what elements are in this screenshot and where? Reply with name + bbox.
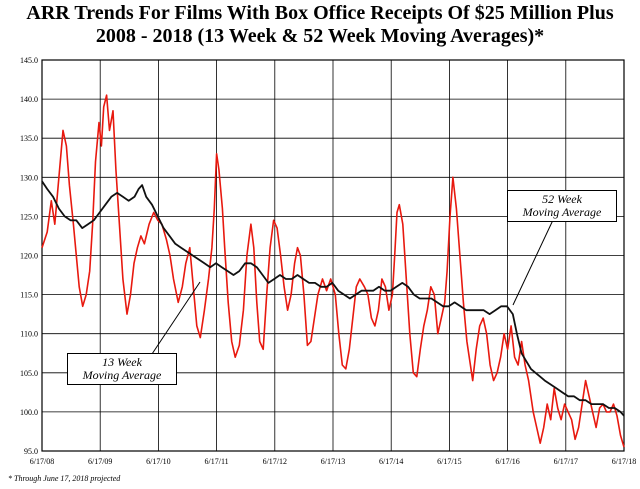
x-tick-label: 6/17/13 <box>321 457 345 466</box>
chart-title-line-1: ARR Trends For Films With Box Office Rec… <box>26 2 614 24</box>
y-tick-label: 130.0 <box>20 173 38 182</box>
annotation-13-pointer <box>151 281 201 355</box>
x-tick-label: 6/17/18 <box>612 457 636 466</box>
annotation-52-week: 52 Week Moving Average <box>507 190 617 222</box>
annotation-13-line-1: 13 Week <box>102 355 142 369</box>
y-tick-label: 125.0 <box>20 212 38 221</box>
chart-title: ARR Trends For Films With Box Office Rec… <box>0 2 640 48</box>
x-tick-label: 6/17/11 <box>205 457 229 466</box>
series-line-52-week <box>41 180 625 417</box>
annotation-13-line-2: Moving Average <box>82 368 162 382</box>
x-tick-label: 6/17/10 <box>146 457 170 466</box>
y-tick-label: 135.0 <box>20 134 38 143</box>
x-tick-label: 6/17/17 <box>554 457 578 466</box>
y-tick-label: 120.0 <box>20 252 38 261</box>
x-tick-label: 6/17/14 <box>379 457 403 466</box>
x-tick-label: 6/17/15 <box>437 457 461 466</box>
y-tick-label: 95.0 <box>24 447 38 456</box>
y-tick-label: 145.0 <box>20 56 38 65</box>
series-line-13-week <box>41 94 625 448</box>
annotation-52-line-2: Moving Average <box>522 205 602 219</box>
annotation-52-line-1: 52 Week <box>542 192 582 206</box>
chart-title-line-2: 2008 - 2018 (13 Week & 52 Week Moving Av… <box>95 25 545 47</box>
x-tick-label: 6/17/12 <box>263 457 287 466</box>
y-tick-label: 105.0 <box>20 369 38 378</box>
y-tick-label: 100.0 <box>20 408 38 417</box>
x-tick-label: 6/17/09 <box>88 457 112 466</box>
x-tick-label: 6/17/08 <box>30 457 54 466</box>
footnote: * Through June 17, 2018 projected <box>8 474 121 483</box>
annotation-52-pointer <box>512 219 554 306</box>
annotation-13-week: 13 Week Moving Average <box>67 353 177 385</box>
y-tick-label: 140.0 <box>20 95 38 104</box>
y-tick-label: 110.0 <box>20 330 38 339</box>
x-tick-label: 6/17/16 <box>495 457 519 466</box>
y-tick-label: 115.0 <box>20 291 38 300</box>
